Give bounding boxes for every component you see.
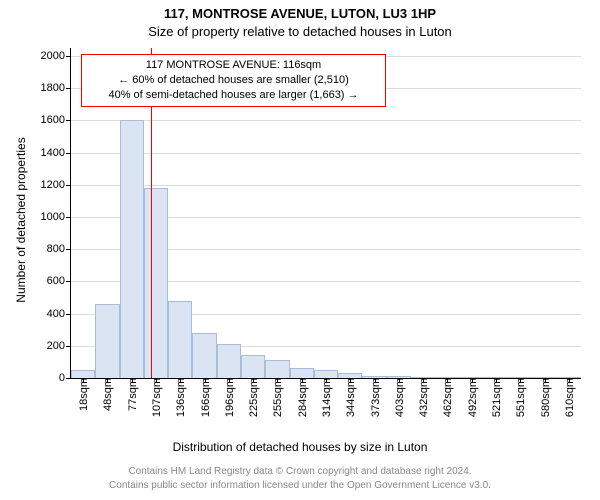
xtick-label: 610sqm bbox=[562, 378, 576, 417]
ytick-label: 1200 bbox=[41, 179, 71, 191]
gridline bbox=[71, 153, 581, 154]
x-axis-label: Distribution of detached houses by size … bbox=[0, 440, 600, 454]
xtick-label: 580sqm bbox=[538, 378, 552, 417]
histogram-bar bbox=[290, 368, 314, 378]
xtick-label: 314sqm bbox=[319, 378, 333, 417]
xtick-label: 521sqm bbox=[489, 378, 503, 417]
callout-box: 117 MONTROSE AVENUE: 116sqm← 60% of deta… bbox=[81, 54, 386, 107]
histogram-bar bbox=[120, 120, 144, 378]
xtick-label: 403sqm bbox=[392, 378, 406, 417]
ytick-label: 1400 bbox=[41, 147, 71, 159]
histogram-bar bbox=[71, 370, 95, 378]
histogram-bar bbox=[144, 188, 168, 378]
xtick-label: 462sqm bbox=[440, 378, 454, 417]
xtick-label: 373sqm bbox=[368, 378, 382, 417]
chart-subtitle: Size of property relative to detached ho… bbox=[0, 24, 600, 39]
footer-line-2: Contains public sector information licen… bbox=[0, 480, 600, 491]
xtick-label: 136sqm bbox=[173, 378, 187, 417]
histogram-bar bbox=[241, 355, 265, 378]
xtick-label: 284sqm bbox=[295, 378, 309, 417]
xtick-label: 344sqm bbox=[343, 378, 357, 417]
ytick-label: 2000 bbox=[41, 50, 71, 62]
histogram-bar bbox=[265, 360, 289, 378]
ytick-label: 600 bbox=[47, 275, 71, 287]
ytick-label: 400 bbox=[47, 308, 71, 320]
ytick-label: 1800 bbox=[41, 82, 71, 94]
histogram-bar bbox=[168, 301, 192, 378]
ytick-label: 800 bbox=[47, 243, 71, 255]
xtick-label: 492sqm bbox=[465, 378, 479, 417]
xtick-label: 107sqm bbox=[149, 378, 163, 417]
ytick-label: 0 bbox=[59, 372, 71, 384]
callout-line: 40% of semi-detached houses are larger (… bbox=[82, 88, 385, 103]
ytick-label: 1600 bbox=[41, 114, 71, 126]
xtick-label: 196sqm bbox=[222, 378, 236, 417]
xtick-label: 77sqm bbox=[125, 378, 139, 411]
chart-plot-area: 020040060080010001200140016001800200018s… bbox=[70, 48, 581, 379]
footer-line-1: Contains HM Land Registry data © Crown c… bbox=[0, 466, 600, 477]
histogram-bar bbox=[217, 344, 241, 378]
histogram-bar bbox=[314, 370, 338, 378]
callout-line: 117 MONTROSE AVENUE: 116sqm bbox=[82, 58, 385, 73]
histogram-bar bbox=[95, 304, 119, 378]
xtick-label: 18sqm bbox=[76, 378, 90, 411]
xtick-label: 432sqm bbox=[416, 378, 430, 417]
gridline bbox=[71, 120, 581, 121]
xtick-label: 48sqm bbox=[100, 378, 114, 411]
histogram-bar bbox=[192, 333, 216, 378]
chart-main-title: 117, MONTROSE AVENUE, LUTON, LU3 1HP bbox=[0, 6, 600, 21]
gridline bbox=[71, 185, 581, 186]
ytick-label: 200 bbox=[47, 340, 71, 352]
xtick-label: 166sqm bbox=[198, 378, 212, 417]
xtick-label: 551sqm bbox=[513, 378, 527, 417]
y-axis-label: Number of detached properties bbox=[14, 70, 28, 370]
callout-line: ← 60% of detached houses are smaller (2,… bbox=[82, 73, 385, 88]
ytick-label: 1000 bbox=[41, 211, 71, 223]
xtick-label: 225sqm bbox=[246, 378, 260, 417]
xtick-label: 255sqm bbox=[270, 378, 284, 417]
